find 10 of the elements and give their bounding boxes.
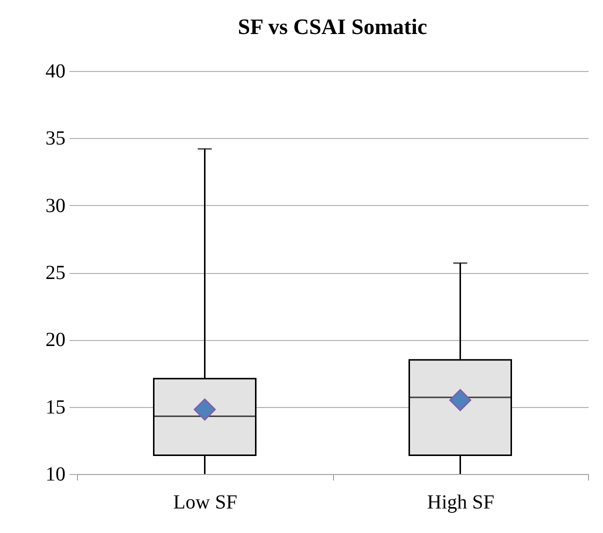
chart-title: SF vs CSAI Somatic: [238, 14, 428, 39]
y-tick-label: 40: [46, 60, 66, 82]
y-tick-label: 25: [46, 262, 66, 284]
y-tick-label: 10: [46, 464, 66, 486]
y-tick-label: 15: [46, 396, 66, 418]
y-tick-label: 20: [46, 329, 66, 352]
x-tick-label: Low SF: [173, 492, 238, 514]
x-tick-label: High SF: [427, 492, 494, 514]
y-tick-label: 30: [46, 194, 66, 217]
y-tick-label: 35: [46, 128, 66, 150]
